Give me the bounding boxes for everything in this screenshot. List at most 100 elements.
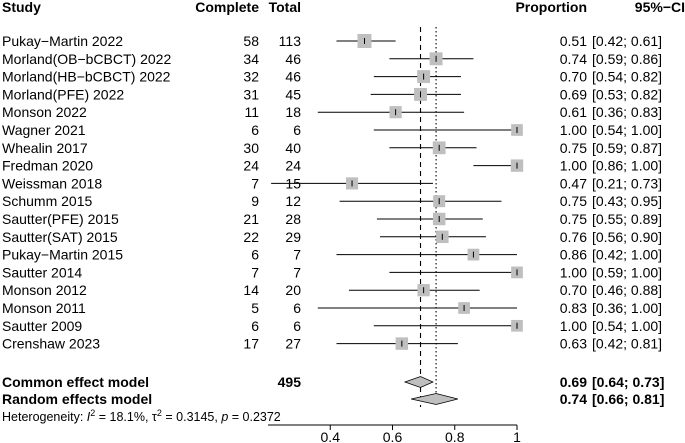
study-complete: 58 xyxy=(243,33,259,49)
random-effects-label: Random effects model xyxy=(2,391,152,407)
study-proportion: 1.00 xyxy=(560,122,587,138)
study-name: Morland(PFE) 2022 xyxy=(2,86,124,102)
header-proportion: Proportion xyxy=(515,0,587,15)
header-total: Total xyxy=(269,0,301,15)
study-name: Sautter 2009 xyxy=(2,318,82,334)
study-complete: 30 xyxy=(243,140,259,156)
study-proportion: 0.83 xyxy=(560,300,587,316)
study-complete: 14 xyxy=(243,282,259,298)
study-total: 46 xyxy=(285,69,301,85)
study-name: Sautter 2014 xyxy=(2,264,82,280)
study-ci: [0.53; 0.82] xyxy=(592,86,662,102)
study-complete: 21 xyxy=(243,211,259,227)
study-ci: [0.54; 0.82] xyxy=(592,69,662,85)
study-ci: [0.59; 0.87] xyxy=(592,140,662,156)
study-name: Fredman 2020 xyxy=(2,158,93,174)
study-name: Monson 2012 xyxy=(2,282,87,298)
study-complete: 7 xyxy=(251,264,259,280)
study-complete: 22 xyxy=(243,229,259,245)
study-complete: 34 xyxy=(243,51,259,67)
study-complete: 24 xyxy=(243,158,259,174)
random-effects-diamond xyxy=(411,393,458,405)
common-effect-ci: [0.64; 0.73] xyxy=(592,374,664,390)
common-effect-proportion: 0.69 xyxy=(560,374,587,390)
study-ci: [0.56; 0.90] xyxy=(592,229,662,245)
study-total: 28 xyxy=(285,211,301,227)
study-proportion: 0.69 xyxy=(560,86,587,102)
header-complete: Complete xyxy=(195,0,259,15)
study-complete: 31 xyxy=(243,86,259,102)
study-name: Wagner 2021 xyxy=(2,122,86,138)
study-proportion: 0.61 xyxy=(560,104,587,120)
study-proportion: 0.75 xyxy=(560,211,587,227)
x-tick-label: 0.6 xyxy=(383,429,403,443)
study-proportion: 0.76 xyxy=(560,229,587,245)
random-effects-proportion: 0.74 xyxy=(560,391,587,407)
study-ci: [0.46; 0.88] xyxy=(592,282,662,298)
study-proportion: 0.75 xyxy=(560,140,587,156)
study-total: 46 xyxy=(285,51,301,67)
study-ci: [0.42; 1.00] xyxy=(592,247,662,263)
study-proportion: 1.00 xyxy=(560,264,587,280)
study-proportion: 1.00 xyxy=(560,158,587,174)
study-name: Sautter(PFE) 2015 xyxy=(2,211,119,227)
study-name: Morland(OB−bCBCT) 2022 xyxy=(2,51,171,67)
study-ci: [0.59; 0.86] xyxy=(592,51,662,67)
study-name: Morland(HB−bCBCT) 2022 xyxy=(2,69,171,85)
study-total: 40 xyxy=(285,140,301,156)
study-total: 29 xyxy=(285,229,301,245)
study-ci: [0.55; 0.89] xyxy=(592,211,662,227)
study-total: 6 xyxy=(293,122,301,138)
study-proportion: 0.51 xyxy=(560,33,587,49)
study-proportion: 0.47 xyxy=(560,175,587,191)
study-complete: 17 xyxy=(243,336,259,352)
study-total: 27 xyxy=(285,336,301,352)
heterogeneity-i2: 18.1% xyxy=(110,410,145,424)
study-name: Pukay−Martin 2022 xyxy=(2,33,123,49)
header-ci: 95%−CI xyxy=(635,0,685,15)
study-complete: 9 xyxy=(251,193,259,209)
study-total: 24 xyxy=(285,158,301,174)
common-effect-total: 495 xyxy=(278,374,302,390)
study-name: Monson 2022 xyxy=(2,104,87,120)
study-complete: 5 xyxy=(251,300,259,316)
common-effect-diamond xyxy=(403,376,434,388)
common-effect-label: Common effect model xyxy=(2,374,149,390)
study-complete: 7 xyxy=(251,175,259,191)
study-name: Whealin 2017 xyxy=(2,140,88,156)
random-effects-ci: [0.66; 0.81] xyxy=(592,391,664,407)
study-complete: 6 xyxy=(251,247,259,263)
study-name: Monson 2011 xyxy=(2,300,86,316)
heterogeneity-p: 0.2372 xyxy=(243,410,281,424)
study-name: Schumm 2015 xyxy=(2,193,92,209)
study-ci: [0.36; 1.00] xyxy=(592,300,662,316)
study-ci: [0.86; 1.00] xyxy=(592,158,662,174)
study-complete: 6 xyxy=(251,122,259,138)
study-ci: [0.43; 0.95] xyxy=(592,193,662,209)
study-name: Crenshaw 2023 xyxy=(2,336,100,352)
study-name: Sautter(SAT) 2015 xyxy=(2,229,118,245)
study-ci: [0.42; 0.81] xyxy=(592,336,662,352)
study-total: 7 xyxy=(293,247,301,263)
study-ci: [0.59; 1.00] xyxy=(592,264,662,280)
study-ci: [0.21; 0.73] xyxy=(592,175,662,191)
study-proportion: 0.63 xyxy=(560,336,587,352)
header-study: Study xyxy=(2,0,41,15)
x-tick-label: 0.4 xyxy=(321,429,341,443)
study-proportion: 0.75 xyxy=(560,193,587,209)
study-total: 20 xyxy=(285,282,301,298)
study-proportion: 0.70 xyxy=(560,282,587,298)
study-total: 12 xyxy=(285,193,301,209)
study-ci: [0.42; 0.61] xyxy=(592,33,662,49)
study-ci: [0.54; 1.00] xyxy=(592,122,662,138)
study-ci: [0.54; 1.00] xyxy=(592,318,662,334)
study-proportion: 0.86 xyxy=(560,247,587,263)
study-proportion: 0.70 xyxy=(560,69,587,85)
study-complete: 6 xyxy=(251,318,259,334)
study-total: 6 xyxy=(293,318,301,334)
study-complete: 11 xyxy=(244,104,259,120)
study-total: 6 xyxy=(293,300,301,316)
study-name: Weissman 2018 xyxy=(2,175,102,191)
heterogeneity-prefix: Heterogeneity: xyxy=(2,410,87,424)
